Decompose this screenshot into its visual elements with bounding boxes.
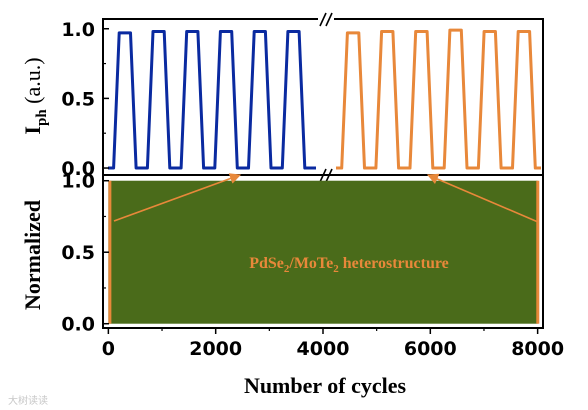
axis-break-top [318,12,334,27]
bottom-y-tick-label: 1.0 [61,171,95,193]
heterostructure-annotation: PdSe2/MoTe2 heterostructure [249,255,449,275]
bottom-y-axis-label: Normalized [20,200,45,310]
bottom-y-tick-label: 0.5 [61,242,95,264]
top-y-tick-label: 1.0 [61,19,95,41]
cycle-band [108,180,538,324]
top-y-tick-label: 0.5 [61,88,95,110]
highlight-region-0 [108,180,112,324]
top-series-group [108,28,541,170]
bottom-band-group [108,180,540,324]
x-tick-label: 8000 [511,338,564,360]
bottom-y-tick-label: 0.0 [61,314,95,336]
arrow-left [113,173,242,222]
top-y-tick-label: 0.0 [61,158,95,180]
top-y-axis-label: Iph (a.u.) [20,57,50,134]
connector-arrows [113,173,539,223]
watermark: 大树读读 [8,394,48,407]
series-line-1 [336,28,541,170]
bottom-y-ticks: 0.0 0.5 1.0 [61,171,109,336]
top-panel: 0.0 0.5 1.0 Iph (a.u.) [20,12,544,183]
x-tick-label: 0 [102,338,115,360]
top-y-ticks: 0.0 0.5 1.0 [61,19,109,180]
x-axis-label: Number of cycles [244,373,407,398]
series-line-0 [108,30,316,170]
x-tick-label: 4000 [297,338,350,360]
bottom-panel: 0.0 0.5 1.0 0 2000 4000 6000 8000 Normalized N… [20,171,564,398]
arrow-right [426,173,539,223]
highlight-region-1 [536,180,540,324]
x-tick-label: 6000 [404,338,457,360]
bottom-x-ticks: 0 2000 4000 6000 8000 [102,328,564,360]
x-tick-label: 2000 [189,338,242,360]
